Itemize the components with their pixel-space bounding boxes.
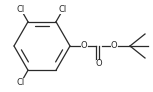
Text: O: O	[111, 41, 117, 51]
Text: O: O	[81, 41, 87, 51]
Text: Cl: Cl	[17, 78, 25, 87]
Text: Cl: Cl	[17, 5, 25, 14]
Text: Cl: Cl	[59, 5, 67, 14]
Text: O: O	[96, 60, 102, 69]
